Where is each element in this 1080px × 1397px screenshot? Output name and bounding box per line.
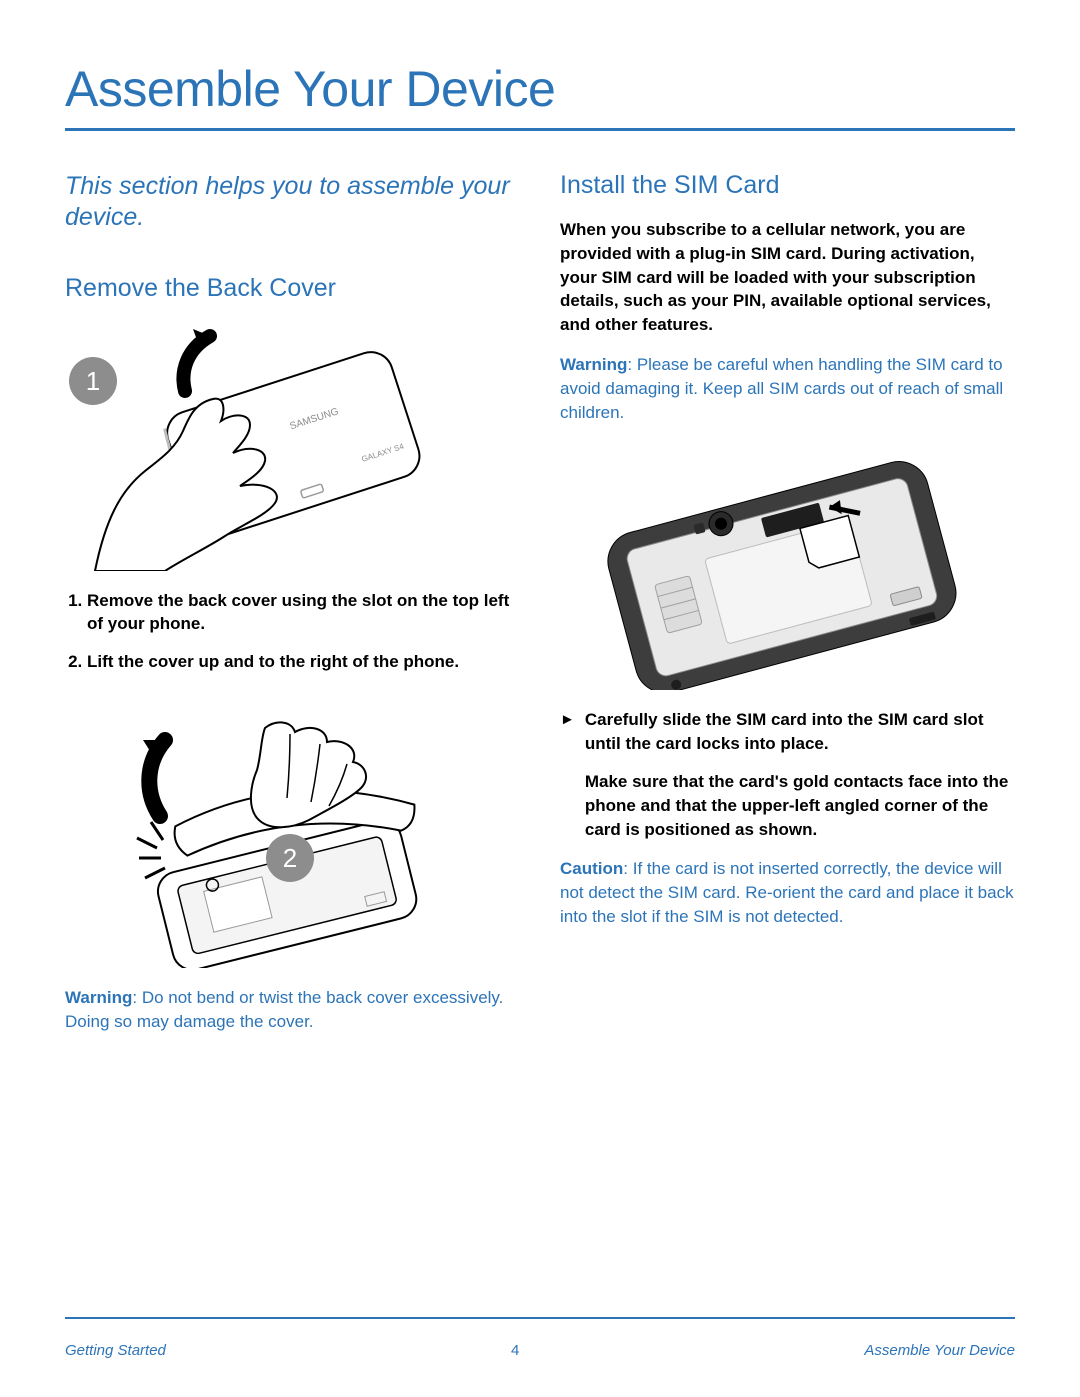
warning-label: Warning [560,355,627,374]
right-column: Install the SIM Card When you subscribe … [560,171,1015,1049]
sim-bullet-line1: Carefully slide the SIM card into the SI… [585,710,984,753]
sim-warning: Warning: Please be careful when handling… [560,353,1015,424]
page: Assemble Your Device This section helps … [0,0,1080,1397]
left-column: This section helps you to assemble your … [65,171,520,1049]
footer-right: Assemble Your Device [864,1342,1015,1359]
footer-page-number: 4 [511,1342,519,1359]
step-badge-2-number: 2 [283,843,297,873]
remove-cover-steps: Remove the back cover using the slot on … [65,589,520,674]
warning-text: : Please be careful when handling the SI… [560,355,1003,422]
caution-text: : If the card is not inserted correctly,… [560,859,1014,926]
section-intro: This section helps you to assemble your … [65,171,520,234]
step-1: Remove the back cover using the slot on … [87,589,520,637]
sim-bullet-line2: Make sure that the card's gold contacts … [585,770,1015,841]
remove-cover-illustration-1: SAMSUNG GALAXY S4 1 [65,321,485,571]
two-column-layout: This section helps you to assemble your … [65,171,1015,1049]
remove-cover-heading: Remove the Back Cover [65,274,520,303]
hand-icon [95,398,277,570]
sim-bullet: ► Carefully slide the SIM card into the … [560,708,1015,841]
step-badge-1-number: 1 [86,366,100,396]
remove-cover-illustration-2: 2 [65,698,485,968]
sim-intro-text: When you subscribe to a cellular network… [560,218,1015,337]
lift-arrow-icon [143,740,165,816]
page-footer: Getting Started 4 Assemble Your Device [65,1342,1015,1359]
step-2: Lift the cover up and to the right of th… [87,650,520,674]
title-rule [65,128,1015,131]
install-sim-heading: Install the SIM Card [560,171,1015,200]
install-sim-illustration [560,440,1000,690]
page-title: Assemble Your Device [65,60,1015,118]
warning-label: Warning [65,988,132,1007]
lift-arrow-icon [183,329,210,391]
back-cover-warning: Warning: Do not bend or twist the back c… [65,986,520,1034]
sim-bullet-text: Carefully slide the SIM card into the SI… [585,708,1015,841]
spark-icon [137,822,165,878]
sim-caution: Caution: If the card is not inserted cor… [560,857,1015,928]
footer-rule [65,1317,1015,1319]
bullet-marker-icon: ► [560,708,575,841]
caution-label: Caution [560,859,623,878]
footer-left: Getting Started [65,1342,166,1359]
